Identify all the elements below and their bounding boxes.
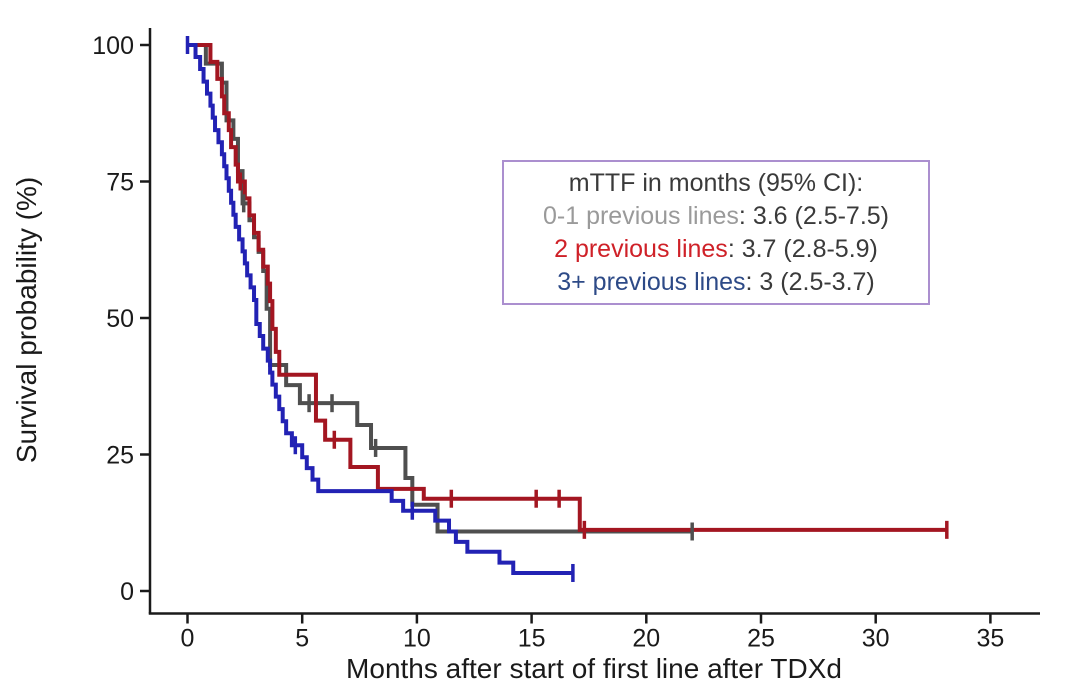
axes: 0 25 50 75 100 0 5 10 15 20 25 30 35	[92, 28, 1040, 653]
legend-entry-2-label: 3+ previous lines	[557, 267, 746, 296]
x-tick-label: 35	[976, 625, 1004, 653]
x-tick-label: 0	[181, 625, 195, 653]
x-tick-label: 20	[632, 625, 660, 653]
legend-entry-2: 3+ previous lines: 3 (2.5-3.7)	[504, 266, 928, 299]
y-axis-title: Survival probability (%)	[11, 177, 42, 463]
y-tick-label: 25	[106, 442, 134, 470]
legend-entry-0: 0-1 previous lines: 3.6 (2.5-7.5)	[504, 200, 928, 233]
x-tick-label: 25	[747, 625, 775, 653]
legend-title: mTTF in months (95% CI):	[568, 168, 864, 197]
legend-entry-1-label: 2 previous lines	[554, 234, 728, 263]
legend-entry-0-label: 0-1 previous lines	[542, 201, 739, 230]
legend-box: mTTF in months (95% CI): 0-1 previous li…	[502, 160, 930, 305]
y-tick-label: 75	[106, 169, 134, 197]
y-tick-label: 100	[92, 32, 134, 60]
km-curve-3-previous-lines	[187, 43, 573, 575]
x-tick-label: 15	[518, 625, 546, 653]
y-tick-label: 50	[106, 305, 134, 333]
survival-curves	[185, 36, 949, 582]
km-curve-2-previous-lines	[187, 43, 947, 532]
legend-entry-0-value: : 3.6 (2.5-7.5)	[738, 201, 889, 230]
x-tick-label: 30	[862, 625, 890, 653]
legend-entry-1: 2 previous lines: 3.7 (2.8-5.9)	[504, 233, 928, 266]
legend-entry-1-value: : 3.7 (2.8-5.9)	[727, 234, 878, 263]
x-tick-label: 10	[403, 625, 431, 653]
legend-entry-2-value: : 3 (2.5-3.7)	[745, 267, 875, 296]
x-axis-title: Months after start of first line after T…	[346, 653, 842, 684]
y-tick-label: 0	[120, 578, 134, 606]
x-tick-label: 5	[295, 625, 309, 653]
